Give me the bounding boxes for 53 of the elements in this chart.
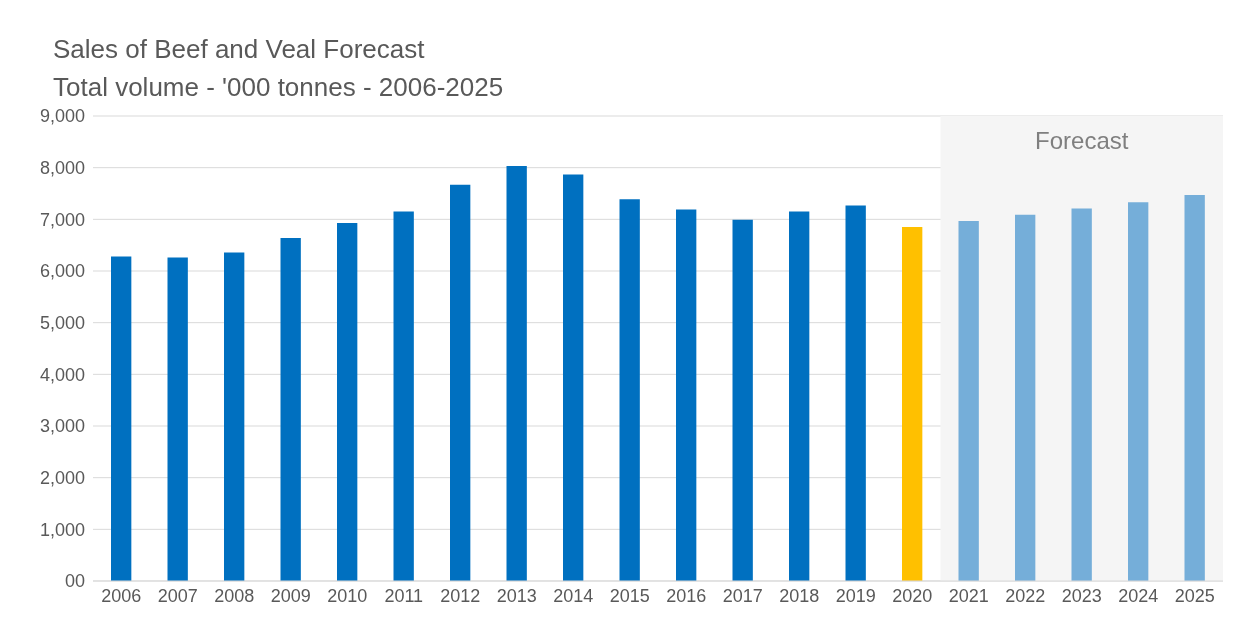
x-tick-label: 2010 <box>327 585 368 606</box>
bar <box>167 257 188 581</box>
x-tick-label: 2012 <box>440 585 481 606</box>
x-tick-label: 2024 <box>1118 585 1159 606</box>
bar <box>845 205 866 581</box>
y-tick-label: 00 <box>64 571 85 592</box>
x-tick-label: 2025 <box>1174 585 1215 606</box>
y-tick-label: 6,000 <box>39 261 85 282</box>
chart-subtitle: Total volume - '000 tonnes - 2006-2025 <box>53 71 505 104</box>
x-tick-label: 2018 <box>779 585 820 606</box>
bar <box>902 227 923 581</box>
x-tick-label: 2015 <box>609 585 650 606</box>
x-tick-label: 2016 <box>666 585 707 606</box>
bar <box>224 252 245 581</box>
bar <box>337 222 358 581</box>
bar <box>619 199 640 581</box>
bar <box>1015 214 1036 581</box>
y-tick-label: 2,000 <box>39 468 85 489</box>
bar <box>506 166 527 581</box>
x-tick-label: 2007 <box>157 585 198 606</box>
bar <box>563 174 584 581</box>
chart-title: Sales of Beef and Veal Forecast <box>53 33 426 66</box>
x-tick-label: 2021 <box>948 585 989 606</box>
bar <box>1128 202 1149 581</box>
bar <box>789 211 810 581</box>
x-tick-label: 2009 <box>270 585 311 606</box>
y-tick-label: 3,000 <box>39 416 85 437</box>
x-tick-label: 2022 <box>1005 585 1046 606</box>
bar <box>280 237 301 581</box>
bar <box>676 209 697 581</box>
bar <box>111 256 132 581</box>
bar <box>1184 195 1205 581</box>
bar <box>958 220 979 581</box>
bar <box>732 219 753 581</box>
y-tick-label: 5,000 <box>39 313 85 334</box>
x-tick-label: 2006 <box>101 585 142 606</box>
y-tick-label: 7,000 <box>39 209 85 230</box>
x-tick-label: 2011 <box>384 585 424 606</box>
x-tick-label: 2017 <box>722 585 763 606</box>
x-tick-label: 2013 <box>496 585 537 606</box>
bar <box>450 184 471 581</box>
band-label: Forecast <box>1035 127 1129 155</box>
y-tick-label: 1,000 <box>39 519 85 540</box>
bar <box>1071 208 1092 581</box>
x-tick-label: 2023 <box>1061 585 1102 606</box>
x-tick-label: 2020 <box>892 585 933 606</box>
x-tick-label: 2019 <box>835 585 876 606</box>
x-tick-label: 2008 <box>214 585 255 606</box>
y-tick-label: 9,000 <box>39 106 85 127</box>
y-tick-label: 8,000 <box>39 158 85 179</box>
x-tick-label: 2014 <box>553 585 594 606</box>
y-tick-label: 4,000 <box>39 364 85 385</box>
bar <box>393 211 414 581</box>
